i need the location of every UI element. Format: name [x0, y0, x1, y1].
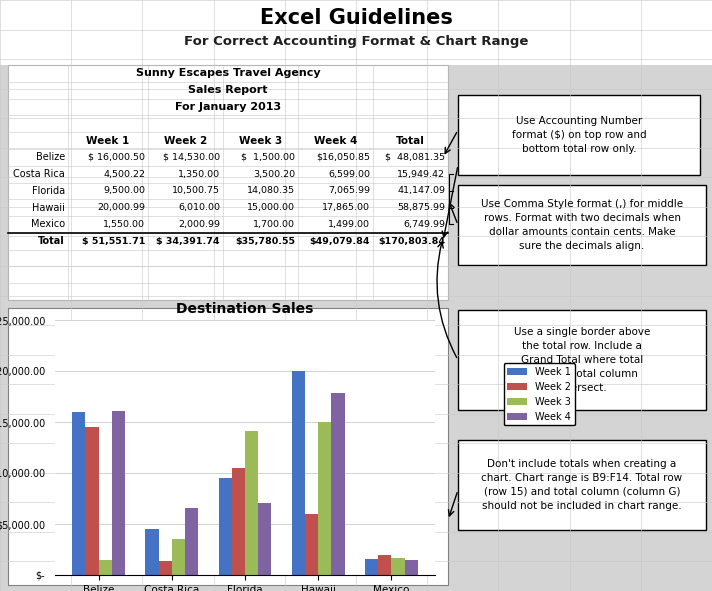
- Text: Don't include totals when creating a
chart. Chart range is B9:F14. Total row
(ro: Don't include totals when creating a cha…: [481, 459, 683, 511]
- Bar: [458, 185, 706, 265]
- Text: Total: Total: [396, 135, 425, 145]
- Text: Week 3: Week 3: [239, 135, 282, 145]
- Bar: [85, 427, 99, 575]
- Text: 1,550.00: 1,550.00: [103, 220, 145, 229]
- Text: Use a single border above
the total row. Include a
Grand Total where total
row a: Use a single border above the total row.…: [514, 327, 650, 393]
- Text: Hawaii: Hawaii: [32, 203, 65, 213]
- Bar: [365, 559, 378, 575]
- Text: Mexico: Mexico: [31, 219, 65, 229]
- Bar: [378, 554, 392, 575]
- Text: $ 14,530.00: $ 14,530.00: [163, 153, 220, 162]
- Text: Belize: Belize: [36, 152, 65, 163]
- Text: 6,010.00: 6,010.00: [178, 203, 220, 212]
- Text: $ 16,000.50: $ 16,000.50: [88, 153, 145, 162]
- Bar: [458, 440, 706, 530]
- Text: 14,080.35: 14,080.35: [247, 186, 295, 196]
- Text: 20,000.99: 20,000.99: [97, 203, 145, 212]
- Title: Destination Sales: Destination Sales: [177, 302, 314, 316]
- Text: 7,065.99: 7,065.99: [328, 186, 370, 196]
- Text: Use Comma Style format (,) for middle
rows. Format with two decimals when
dollar: Use Comma Style format (,) for middle ro…: [481, 199, 683, 251]
- Text: 9,500.00: 9,500.00: [103, 186, 145, 196]
- Bar: [318, 422, 331, 575]
- Text: Sales Report: Sales Report: [188, 85, 268, 95]
- Bar: [219, 478, 232, 575]
- Bar: [404, 560, 418, 575]
- Bar: [458, 310, 706, 410]
- Bar: [112, 411, 125, 575]
- Bar: [458, 95, 700, 175]
- Bar: [99, 560, 112, 575]
- Text: Florida: Florida: [32, 186, 65, 196]
- Bar: [8, 308, 448, 585]
- Text: 2,000.99: 2,000.99: [178, 220, 220, 229]
- Bar: [392, 558, 404, 575]
- Text: For January 2013: For January 2013: [175, 102, 281, 112]
- Bar: [245, 431, 258, 575]
- Text: For Correct Accounting Format & Chart Range: For Correct Accounting Format & Chart Ra…: [184, 35, 528, 48]
- Text: $  48,081.35: $ 48,081.35: [385, 153, 445, 162]
- Text: 41,147.09: 41,147.09: [397, 186, 445, 196]
- Bar: [185, 508, 198, 575]
- Text: Week 4: Week 4: [314, 135, 357, 145]
- Legend: Week 1, Week 2, Week 3, Week 4: Week 1, Week 2, Week 3, Week 4: [503, 363, 575, 426]
- Bar: [232, 468, 245, 575]
- Text: $49,079.84: $49,079.84: [310, 237, 370, 246]
- Text: $35,780.55: $35,780.55: [235, 237, 295, 246]
- Text: Sunny Escapes Travel Agency: Sunny Escapes Travel Agency: [136, 69, 320, 79]
- Text: Excel Guidelines: Excel Guidelines: [260, 8, 452, 28]
- Text: 58,875.99: 58,875.99: [397, 203, 445, 212]
- Text: $170,803.84: $170,803.84: [378, 237, 445, 246]
- Bar: [8, 65, 448, 300]
- Text: 3,500.20: 3,500.20: [253, 170, 295, 178]
- Text: 6,599.00: 6,599.00: [328, 170, 370, 178]
- Text: Use Accounting Number
format ($) on top row and
bottom total row only.: Use Accounting Number format ($) on top …: [512, 116, 646, 154]
- Bar: [331, 393, 345, 575]
- Text: Week 1: Week 1: [86, 135, 130, 145]
- Text: 1,350.00: 1,350.00: [178, 170, 220, 178]
- Bar: [172, 540, 185, 575]
- Text: Total: Total: [38, 236, 65, 246]
- Text: 1,700.00: 1,700.00: [253, 220, 295, 229]
- Text: $ 34,391.74: $ 34,391.74: [157, 237, 220, 246]
- Bar: [159, 561, 172, 575]
- Bar: [305, 514, 318, 575]
- Text: 4,500.22: 4,500.22: [103, 170, 145, 178]
- Bar: [145, 529, 159, 575]
- Text: 6,749.99: 6,749.99: [403, 220, 445, 229]
- Bar: [258, 503, 271, 575]
- Bar: [0, 0, 712, 65]
- Bar: [292, 371, 305, 575]
- Text: $  1,500.00: $ 1,500.00: [241, 153, 295, 162]
- Text: $ 51,551.71: $ 51,551.71: [82, 237, 145, 246]
- Text: 1,499.00: 1,499.00: [328, 220, 370, 229]
- Text: $16,050.85: $16,050.85: [316, 153, 370, 162]
- Text: Costa Rica: Costa Rica: [14, 169, 65, 179]
- Text: 17,865.00: 17,865.00: [322, 203, 370, 212]
- Text: 10,500.75: 10,500.75: [172, 186, 220, 196]
- Text: 15,000.00: 15,000.00: [247, 203, 295, 212]
- Bar: [73, 412, 85, 575]
- Text: Week 2: Week 2: [164, 135, 207, 145]
- Text: 15,949.42: 15,949.42: [397, 170, 445, 178]
